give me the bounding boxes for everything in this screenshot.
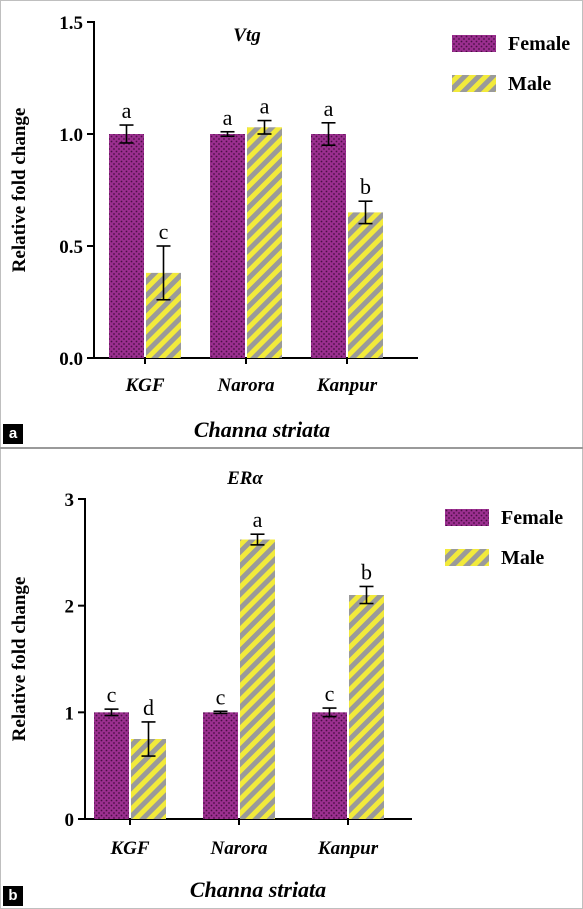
y-tick-label: 1.5 <box>59 13 83 34</box>
significance-letter: a <box>324 96 334 121</box>
x-axis-label: Channa striata <box>194 417 330 442</box>
y-axis-label: Relative fold change <box>9 577 30 742</box>
male-legend-label: Male <box>508 73 551 95</box>
male-legend-label: Male <box>501 547 544 569</box>
female-legend-swatch <box>445 509 489 526</box>
significance-letter: c <box>159 219 169 244</box>
female-bar <box>311 134 346 358</box>
female-bar <box>94 712 129 819</box>
x-tick-label: Kanpur <box>316 375 378 396</box>
significance-letter: c <box>216 684 226 709</box>
female-legend-label: Female <box>501 507 563 529</box>
significance-letter: b <box>360 174 371 199</box>
significance-letter: a <box>260 94 270 119</box>
y-tick-label: 0.5 <box>59 237 83 258</box>
y-axis-label: Relative fold change <box>9 108 30 273</box>
significance-letter: a <box>223 105 233 130</box>
vtg-chart: Vtg Relative fold change 0.0 0.5 1.0 1.5 a c KGF… <box>9 13 570 442</box>
x-tick-label: Narora <box>209 838 268 859</box>
male-bar <box>240 539 275 819</box>
significance-letter: b <box>361 559 372 584</box>
significance-letter: a <box>253 507 263 532</box>
female-legend-label: Female <box>508 33 570 55</box>
male-bar <box>348 212 383 358</box>
chart-title: ERα <box>226 468 263 489</box>
x-tick-label: Narora <box>216 375 275 396</box>
female-bar <box>109 134 144 358</box>
female-bar <box>203 712 238 819</box>
x-tick-label: Kanpur <box>317 838 379 859</box>
panel-label-b: b <box>3 886 23 906</box>
male-bar <box>349 595 384 819</box>
chart-title: Vtg <box>233 25 260 46</box>
y-tick-label: 2 <box>65 597 75 618</box>
male-legend-swatch <box>452 75 496 92</box>
male-bar <box>247 127 282 358</box>
y-tick-label: 0.0 <box>59 349 83 370</box>
significance-letter: d <box>143 695 154 720</box>
significance-letter: c <box>325 681 335 706</box>
er-alpha-chart: ERα Relative fold change 0 1 2 3 c d KGF c a Narora… <box>9 468 563 902</box>
panel-label-a: a <box>3 424 23 444</box>
panel-divider <box>0 447 583 449</box>
x-tick-label: KGF <box>124 375 164 396</box>
x-axis-label: Channa striata <box>190 877 326 902</box>
y-tick-label: 3 <box>65 490 75 511</box>
y-tick-label: 1 <box>65 703 75 724</box>
significance-letter: a <box>122 98 132 123</box>
y-tick-label: 0 <box>65 810 75 831</box>
y-tick-label: 1.0 <box>59 125 83 146</box>
female-bar <box>312 712 347 819</box>
female-legend-swatch <box>452 35 496 52</box>
male-legend-swatch <box>445 549 489 566</box>
significance-letter: c <box>107 682 117 707</box>
female-bar <box>210 134 245 358</box>
x-tick-label: KGF <box>109 838 149 859</box>
